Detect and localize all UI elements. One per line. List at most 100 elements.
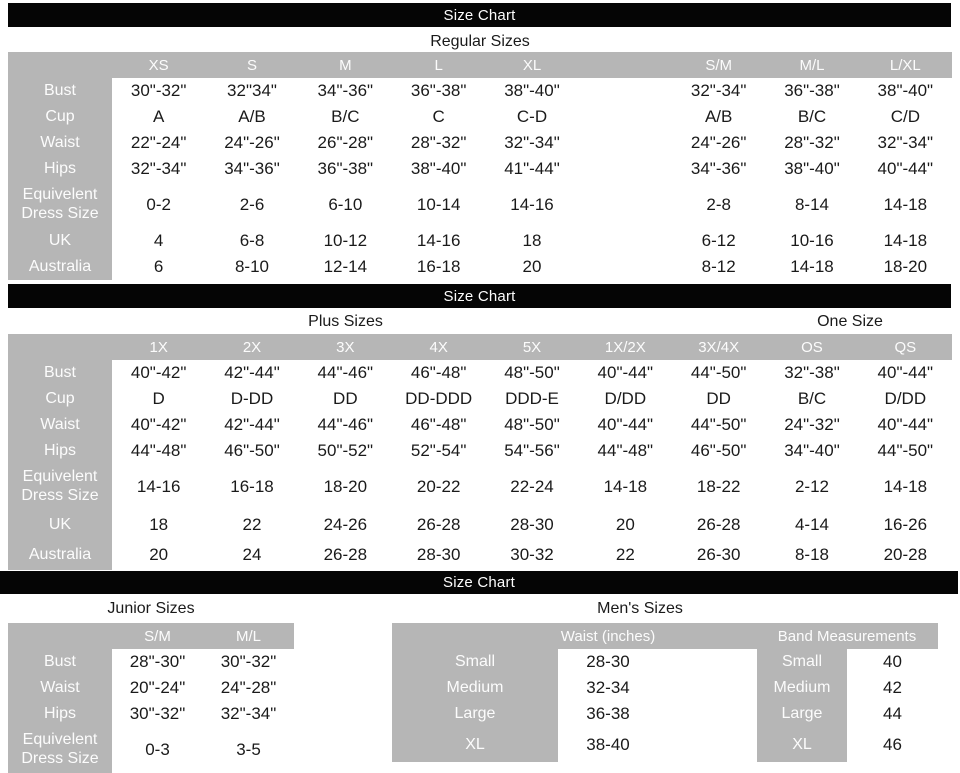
size-cell: 14-18 — [765, 254, 859, 280]
size-cell: 16-26 — [858, 510, 952, 540]
plus-header-row: 1X 2X 3X 4X 5X 1X/2X 3X/4X OS QS — [8, 334, 952, 360]
waist-cell: 38-40 — [558, 727, 757, 762]
table-row-australia: Australia 20 24 26-28 28-30 30-32 22 26-… — [8, 540, 952, 570]
size-cell: 14-18 — [858, 464, 952, 510]
size-cell: 40"-44" — [578, 360, 672, 386]
size-cell: C — [392, 104, 486, 130]
size-cell: 24"-26" — [205, 130, 299, 156]
column-header: 3X — [298, 334, 392, 360]
row-label: Medium — [392, 675, 558, 701]
size-cell: D-DD — [205, 386, 299, 412]
band-cell: 44 — [847, 701, 938, 727]
size-cell: 40"-42" — [112, 360, 206, 386]
row-label: Cup — [8, 386, 112, 412]
junior-header-row: S/M M/L — [8, 623, 294, 649]
size-cell: 44"-46" — [298, 360, 392, 386]
size-cell: D — [112, 386, 206, 412]
size-cell: 12-14 — [298, 254, 392, 280]
size-cell: 28"-30" — [112, 649, 203, 675]
size-cell: 18-20 — [298, 464, 392, 510]
table-row-waist: Waist 22"-24" 24"-26" 26"-28" 28"-32" 32… — [8, 130, 952, 156]
table-row-large: Large 36-38 Large 44 — [392, 701, 938, 727]
band-row-label: Medium — [757, 675, 847, 701]
size-cell: 44"-48" — [578, 438, 672, 464]
column-header: 1X/2X — [578, 334, 672, 360]
size-cell: 14-16 — [112, 464, 206, 510]
table-row-bust: Bust 28"-30" 30"-32" — [8, 649, 294, 675]
column-header: M/L — [765, 52, 859, 78]
size-cell: 46"-50" — [672, 438, 766, 464]
size-cell: 38"-40" — [858, 78, 952, 104]
size-cell: 48"-50" — [485, 360, 579, 386]
size-cell: A/B — [205, 104, 299, 130]
size-cell: 3-5 — [203, 727, 294, 773]
size-cell: 24"-28" — [203, 675, 294, 701]
size-cell: 32"-38" — [765, 360, 859, 386]
row-label: Equivelent Dress Size — [8, 727, 112, 773]
table-row-dress-size: Equivelent Dress Size 14-16 16-18 18-20 … — [8, 464, 952, 510]
size-cell: 26-28 — [672, 510, 766, 540]
gap-cell — [578, 228, 672, 254]
header-corner-cell — [8, 623, 112, 649]
size-cell: 32"-34" — [485, 130, 579, 156]
size-chart-bar-regular: Size Chart — [8, 3, 951, 27]
size-cell: 36"-38" — [298, 156, 392, 182]
header-corner-cell — [8, 52, 112, 78]
column-header: 4X — [392, 334, 486, 360]
table-row-cup: Cup A A/B B/C C C-D A/B B/C C/D — [8, 104, 952, 130]
size-cell: 0-2 — [112, 182, 206, 228]
size-cell: 20-22 — [392, 464, 486, 510]
size-cell: 6 — [112, 254, 206, 280]
size-cell: 34"-36" — [205, 156, 299, 182]
size-cell: 28"-32" — [765, 130, 859, 156]
column-header: S/M — [672, 52, 766, 78]
size-cell: 34"-36" — [298, 78, 392, 104]
size-cell: 52"-54" — [392, 438, 486, 464]
size-cell: 32"-34" — [858, 130, 952, 156]
regular-sizes-table: XS S M L XL S/M M/L L/XL Bust 30"-32" 32… — [8, 52, 952, 280]
size-cell: 20"-24" — [112, 675, 203, 701]
size-cell: 40"-44" — [858, 412, 952, 438]
size-cell: 32"-34" — [112, 156, 206, 182]
size-cell: 40"-42" — [112, 412, 206, 438]
column-header: 2X — [205, 334, 299, 360]
size-cell: 36"-38" — [765, 78, 859, 104]
size-cell: 22-24 — [485, 464, 579, 510]
size-cell: 6-12 — [672, 228, 766, 254]
size-cell: 44"-50" — [858, 438, 952, 464]
size-cell: 54"-56" — [485, 438, 579, 464]
size-cell: 26-28 — [298, 540, 392, 570]
mens-sizes-table: Waist (inches) Band Measurements Small 2… — [392, 623, 938, 762]
table-row-australia: Australia 6 8-10 12-14 16-18 20 8-12 14-… — [8, 254, 952, 280]
gap-cell — [578, 156, 672, 182]
size-cell: 22"-24" — [112, 130, 206, 156]
row-label: Equivelent Dress Size — [8, 182, 112, 228]
mens-sizes-title: Men's Sizes — [597, 599, 683, 617]
table-row-cup: Cup D D-DD DD DD-DDD DDD-E D/DD DD B/C D… — [8, 386, 952, 412]
gap-cell — [578, 182, 672, 228]
size-cell: 20 — [485, 254, 579, 280]
size-cell: 34"-36" — [672, 156, 766, 182]
size-cell: 32"-34" — [203, 701, 294, 727]
junior-sizes-title: Junior Sizes — [107, 599, 195, 617]
size-chart-bar-bottom: Size Chart — [0, 571, 958, 594]
size-cell: 4-14 — [765, 510, 859, 540]
size-cell: 22 — [578, 540, 672, 570]
size-cell: DD — [672, 386, 766, 412]
size-cell: B/C — [298, 104, 392, 130]
size-cell: 22 — [205, 510, 299, 540]
size-cell: 16-18 — [392, 254, 486, 280]
column-header-gap — [578, 52, 672, 78]
size-cell: 30-32 — [485, 540, 579, 570]
size-cell: 0-3 — [112, 727, 203, 773]
row-label: Australia — [8, 540, 112, 570]
header-corner-cell — [8, 334, 112, 360]
row-label: XL — [392, 727, 558, 762]
size-cell: 24"-26" — [672, 130, 766, 156]
size-chart-bar-title: Size Chart — [442, 574, 516, 591]
size-chart-bar-title: Size Chart — [443, 6, 516, 24]
size-cell: 38"-40" — [765, 156, 859, 182]
waist-inches-header: Waist (inches) — [560, 627, 656, 645]
band-cell: 40 — [847, 649, 938, 675]
size-cell: 28-30 — [392, 540, 486, 570]
